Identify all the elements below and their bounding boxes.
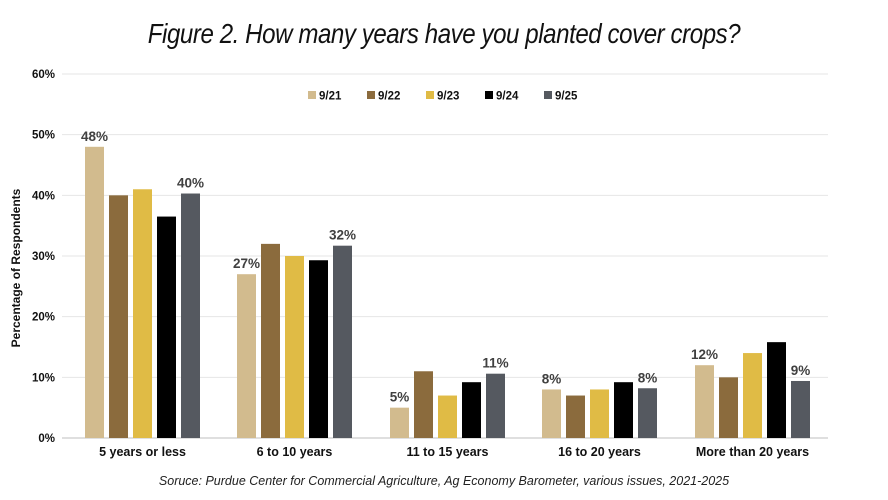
- data-label: 32%: [329, 228, 356, 243]
- legend-swatch: [308, 91, 316, 99]
- bar: [261, 243, 280, 438]
- data-label: 8%: [542, 371, 562, 386]
- x-tick-label: 16 to 20 years: [558, 445, 641, 459]
- bar: [638, 388, 657, 438]
- bar: [133, 189, 152, 438]
- data-label: 12%: [691, 347, 718, 362]
- bar: [285, 256, 304, 438]
- legend-swatch: [544, 91, 552, 99]
- bar: [85, 146, 104, 439]
- bar: [237, 274, 256, 438]
- bar: [109, 195, 128, 438]
- data-label: 5%: [390, 390, 410, 405]
- chart-source: Soruce: Purdue Center for Commercial Agr…: [158, 474, 730, 488]
- y-tick-label: 20%: [32, 312, 55, 324]
- bar: [566, 395, 585, 438]
- bar: [438, 395, 457, 438]
- bar: [333, 245, 352, 438]
- legend-label: 9/23: [437, 91, 459, 103]
- x-axis: 5 years or less 6 to 10 years 11 to 15 yea…: [99, 445, 809, 459]
- chart-title: Figure 2. How many years have you plante…: [147, 18, 741, 49]
- bar: [309, 260, 328, 438]
- data-label: 8%: [638, 370, 658, 385]
- bar: [614, 382, 633, 438]
- y-tick-label: 10%: [32, 372, 55, 384]
- legend-swatch: [426, 91, 434, 99]
- bar: [590, 389, 609, 438]
- legend-label: 9/24: [496, 91, 519, 103]
- legend-label: 9/25: [555, 91, 578, 103]
- bar: [542, 389, 561, 438]
- x-tick-label: 6 to 10 years: [257, 445, 333, 459]
- data-label: 40%: [177, 176, 204, 191]
- data-label: 9%: [791, 363, 811, 378]
- data-label: 48%: [81, 129, 108, 144]
- y-tick-label: 50%: [32, 130, 55, 142]
- x-tick-label: 5 years or less: [99, 445, 186, 459]
- bar: [486, 373, 505, 438]
- bar: [791, 380, 810, 438]
- bar: [462, 382, 481, 438]
- data-label: 11%: [482, 356, 508, 371]
- bar: [695, 365, 714, 438]
- bar: [414, 371, 433, 438]
- legend: 9/21 9/22 9/23 9/24 9/25: [308, 91, 578, 103]
- bar: [767, 342, 786, 438]
- x-tick-label: More than 20 years: [696, 445, 809, 459]
- y-axis-label: Percentage of Respondents: [9, 188, 23, 347]
- y-axis: 0% 10% 20% 30% 40% 50% 60%: [32, 69, 55, 445]
- legend-label: 9/22: [378, 91, 400, 103]
- legend-label: 9/21: [319, 91, 342, 103]
- legend-swatch: [485, 91, 493, 99]
- bar: [157, 216, 176, 438]
- y-tick-label: 30%: [32, 251, 55, 263]
- data-label: 27%: [233, 256, 260, 271]
- y-tick-label: 60%: [32, 69, 55, 81]
- x-tick-label: 11 to 15 years: [406, 445, 488, 459]
- legend-swatch: [367, 91, 375, 99]
- y-tick-label: 40%: [32, 190, 55, 202]
- bar: [743, 353, 762, 438]
- bar: [181, 193, 200, 438]
- bar: [390, 407, 409, 438]
- bar: [719, 377, 738, 438]
- bars: [85, 146, 810, 439]
- data-labels: 48% 40% 27% 32% 5% 11% 8% 8% 12% 9%: [81, 129, 810, 405]
- y-tick-label: 0%: [38, 433, 55, 445]
